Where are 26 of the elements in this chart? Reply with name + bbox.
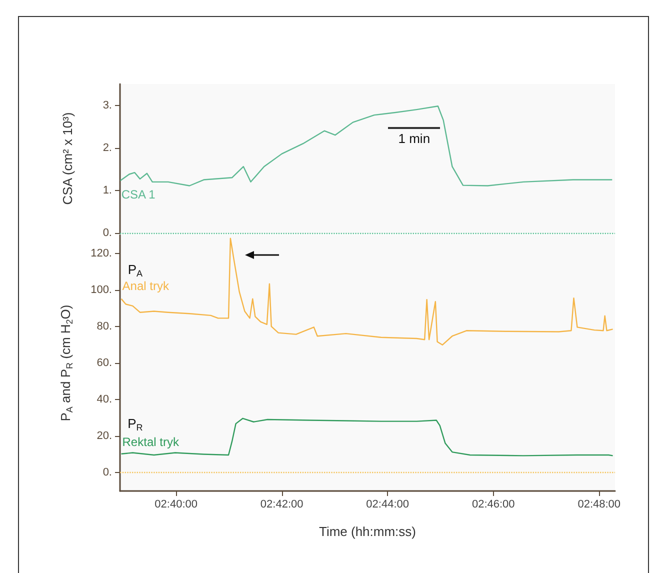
x-tick-label: 02:42:00 <box>260 498 304 510</box>
y-tick-label: 120. <box>90 247 112 260</box>
y-tick-label: 100. <box>90 284 112 296</box>
line-series <box>120 238 614 346</box>
line-series <box>120 418 614 456</box>
y-axis-title: CSA (cm² x 10³) <box>60 112 75 205</box>
x-tick-label: 02:44:00 <box>366 498 409 510</box>
y-tick-label: 40. <box>96 394 112 406</box>
series-label: Anal tryk <box>122 278 170 293</box>
x-tick-label: 02:46:00 <box>472 498 515 510</box>
annotation: 1 min <box>398 130 430 146</box>
x-axis-title: Time (hh:mm:ss) <box>318 524 416 539</box>
y-tick-label: 3. <box>102 99 112 112</box>
y-tick-label: 2. <box>102 142 112 154</box>
series-label: CSA 1 <box>121 188 156 202</box>
y-tick-label: 1. <box>102 184 112 196</box>
y-tick-label: 0. <box>102 466 112 479</box>
y-tick-label: 80. <box>96 320 112 332</box>
series-label: Rektal tryk <box>122 434 180 449</box>
y-tick-label: 60. <box>96 357 112 369</box>
line-series <box>120 106 613 186</box>
y-axis-title: PA and PR (cm H2O) <box>58 304 74 422</box>
y-tick-label: 20. <box>96 430 112 442</box>
y-tick-label: 0. <box>102 227 112 239</box>
x-tick-label: 02:48:00 <box>578 498 621 510</box>
x-tick-label: 02:40:00 <box>154 498 198 510</box>
